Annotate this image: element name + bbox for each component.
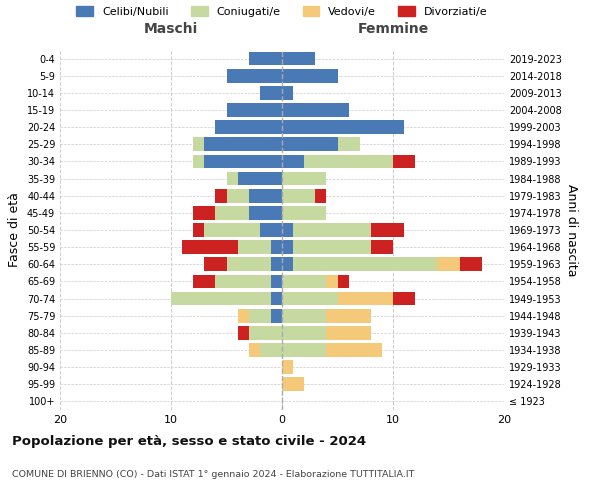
- Bar: [293, 223, 371, 237]
- Bar: [260, 86, 282, 100]
- Bar: [282, 206, 326, 220]
- Bar: [227, 69, 282, 82]
- Bar: [282, 258, 293, 271]
- Bar: [393, 154, 415, 168]
- Bar: [460, 258, 482, 271]
- Bar: [282, 172, 326, 185]
- Bar: [215, 206, 249, 220]
- Y-axis label: Fasce di età: Fasce di età: [8, 192, 21, 268]
- Bar: [393, 292, 415, 306]
- Bar: [282, 378, 304, 391]
- Bar: [249, 52, 282, 66]
- Bar: [215, 120, 282, 134]
- Bar: [282, 86, 293, 100]
- Bar: [282, 240, 293, 254]
- Bar: [227, 172, 238, 185]
- Bar: [337, 292, 393, 306]
- Bar: [249, 326, 282, 340]
- Text: Popolazione per età, sesso e stato civile - 2024: Popolazione per età, sesso e stato civil…: [12, 435, 366, 448]
- Bar: [326, 343, 382, 357]
- Bar: [337, 274, 349, 288]
- Bar: [227, 103, 282, 117]
- Bar: [204, 154, 282, 168]
- Bar: [249, 343, 260, 357]
- Bar: [371, 240, 393, 254]
- Bar: [271, 240, 282, 254]
- Bar: [271, 292, 282, 306]
- Bar: [282, 69, 337, 82]
- Bar: [204, 258, 227, 271]
- Bar: [316, 189, 326, 202]
- Bar: [193, 138, 204, 151]
- Bar: [271, 274, 282, 288]
- Bar: [193, 223, 204, 237]
- Bar: [238, 326, 249, 340]
- Bar: [326, 326, 371, 340]
- Bar: [204, 223, 260, 237]
- Bar: [437, 258, 460, 271]
- Bar: [193, 154, 204, 168]
- Bar: [227, 189, 249, 202]
- Bar: [304, 154, 393, 168]
- Bar: [182, 240, 238, 254]
- Bar: [215, 274, 271, 288]
- Legend: Celibi/Nubili, Coniugati/e, Vedovi/e, Divorziati/e: Celibi/Nubili, Coniugati/e, Vedovi/e, Di…: [72, 2, 492, 21]
- Bar: [282, 52, 316, 66]
- Bar: [238, 309, 249, 322]
- Bar: [293, 240, 371, 254]
- Bar: [215, 189, 227, 202]
- Bar: [238, 240, 271, 254]
- Bar: [171, 292, 271, 306]
- Bar: [282, 326, 326, 340]
- Bar: [282, 223, 293, 237]
- Bar: [282, 154, 304, 168]
- Bar: [204, 138, 282, 151]
- Bar: [282, 120, 404, 134]
- Bar: [271, 309, 282, 322]
- Bar: [227, 258, 271, 271]
- Bar: [326, 274, 337, 288]
- Bar: [282, 292, 337, 306]
- Bar: [260, 343, 282, 357]
- Bar: [238, 172, 282, 185]
- Bar: [282, 360, 293, 374]
- Bar: [249, 189, 282, 202]
- Bar: [282, 309, 326, 322]
- Text: COMUNE DI BRIENNO (CO) - Dati ISTAT 1° gennaio 2024 - Elaborazione TUTTITALIA.IT: COMUNE DI BRIENNO (CO) - Dati ISTAT 1° g…: [12, 470, 415, 479]
- Bar: [293, 258, 437, 271]
- Bar: [271, 258, 282, 271]
- Bar: [282, 138, 337, 151]
- Bar: [371, 223, 404, 237]
- Bar: [282, 274, 326, 288]
- Bar: [193, 206, 215, 220]
- Bar: [326, 309, 371, 322]
- Bar: [249, 309, 271, 322]
- Bar: [337, 138, 360, 151]
- Bar: [282, 343, 326, 357]
- Text: Maschi: Maschi: [144, 22, 198, 36]
- Bar: [249, 206, 282, 220]
- Bar: [193, 274, 215, 288]
- Y-axis label: Anni di nascita: Anni di nascita: [565, 184, 578, 276]
- Bar: [282, 189, 316, 202]
- Bar: [282, 103, 349, 117]
- Bar: [260, 223, 282, 237]
- Text: Femmine: Femmine: [358, 22, 428, 36]
